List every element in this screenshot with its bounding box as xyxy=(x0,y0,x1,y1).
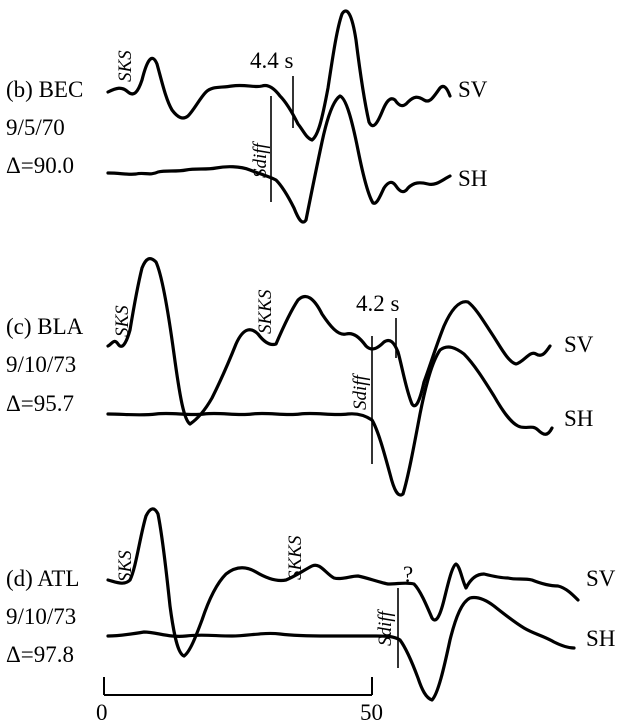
time-axis-tick-50: 50 xyxy=(360,700,383,722)
panel-c-delay-label: 4.2 s xyxy=(356,291,400,316)
panel-b: (b) BEC 9/5/70 Δ=90.0 SKS Sdiff 4.4 s SV… xyxy=(6,9,488,224)
panel-d-delta: Δ=97.8 xyxy=(6,642,74,667)
panel-b-sv-label: SV xyxy=(458,77,488,102)
panel-b-date: 9/5/70 xyxy=(6,115,65,140)
panel-d-phase-skks: SKKS xyxy=(285,535,306,580)
panel-c-phase-skks: SKKS xyxy=(255,289,276,334)
panel-c-date: 9/10/73 xyxy=(6,352,76,377)
panel-c-sh-trace xyxy=(106,345,554,497)
panel-d-sh-trace xyxy=(106,595,576,702)
panel-b-sv-trace xyxy=(106,9,452,142)
time-axis: 0 50 xyxy=(96,677,383,722)
panel-b-sh-label: SH xyxy=(458,166,487,191)
panel-b-delay-label: 4.4 s xyxy=(250,48,294,73)
panel-d-sh-label: SH xyxy=(586,626,615,651)
panel-b-station-label: (b) BEC xyxy=(6,77,83,102)
panel-c-station-label: (c) BLA xyxy=(6,314,84,339)
panel-d-phase-sks: SKS xyxy=(115,550,136,582)
panel-c-sh-label: SH xyxy=(564,406,593,431)
panel-b-sh-trace xyxy=(106,94,452,224)
panel-c-delta: Δ=95.7 xyxy=(6,391,74,416)
panel-d-phase-sdiff: Sdiff xyxy=(375,608,396,646)
panel-d-question-label: ? xyxy=(403,562,413,587)
panel-d-station-label: (d) ATL xyxy=(6,566,79,591)
panel-b-phase-sks: SKS xyxy=(115,50,136,82)
panel-b-delta: Δ=90.0 xyxy=(6,153,74,178)
panel-c-phase-sks: SKS xyxy=(112,305,133,337)
panel-d-date: 9/10/73 xyxy=(6,604,76,629)
panel-c-phase-sdiff: Sdiff xyxy=(350,372,371,410)
panel-c: (c) BLA 9/10/73 Δ=95.7 SKS SKKS Sdiff 4.… xyxy=(6,257,594,497)
panel-c-sv-trace xyxy=(106,257,552,426)
panel-b-phase-sdiff: Sdiff xyxy=(250,140,271,178)
time-axis-tick-0: 0 xyxy=(96,700,108,722)
time-axis-line xyxy=(103,677,373,696)
panel-c-sv-label: SV xyxy=(564,332,594,357)
panel-d-sv-trace xyxy=(106,507,580,658)
panel-d-sv-label: SV xyxy=(586,566,616,591)
panel-d: (d) ATL 9/10/73 Δ=97.8 SKS SKKS Sdiff ? … xyxy=(6,507,616,702)
